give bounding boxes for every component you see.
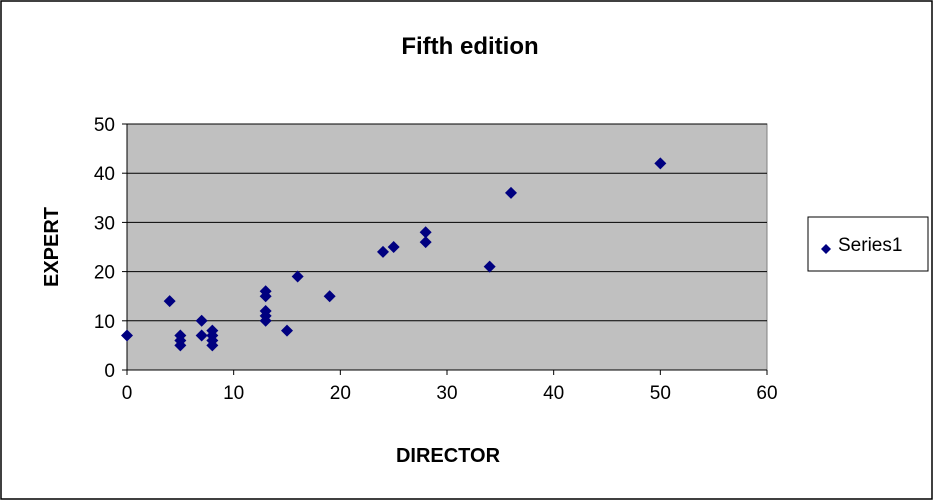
y-tick-label: 50 bbox=[94, 115, 115, 136]
data-point bbox=[259, 290, 272, 303]
x-tick-label: 30 bbox=[436, 383, 457, 404]
data-point bbox=[387, 241, 400, 253]
data-point bbox=[259, 314, 272, 327]
y-tick-label: 10 bbox=[94, 312, 115, 333]
y-tick-label: 20 bbox=[94, 263, 115, 284]
data-point bbox=[323, 290, 336, 303]
x-tick-label: 0 bbox=[122, 383, 133, 404]
x-tick-label: 60 bbox=[756, 383, 777, 404]
data-point bbox=[281, 324, 293, 337]
data-point bbox=[291, 270, 304, 283]
data-point bbox=[195, 314, 208, 327]
legend-diamond-icon bbox=[821, 244, 831, 254]
y-tick-label: 0 bbox=[104, 361, 115, 382]
data-point bbox=[483, 260, 496, 273]
data-point bbox=[419, 236, 432, 249]
x-tick-label: 40 bbox=[543, 383, 564, 404]
tick-labels: 0 10 20 30 40 50 60 0 10 20 30 40 50 bbox=[94, 115, 778, 404]
x-tick-label: 20 bbox=[330, 383, 351, 404]
gridlines bbox=[127, 123, 767, 322]
data-point bbox=[505, 186, 517, 199]
data-points bbox=[121, 157, 667, 352]
data-point bbox=[121, 329, 133, 342]
legend-box bbox=[807, 216, 929, 272]
data-point bbox=[206, 339, 219, 352]
data-point bbox=[195, 329, 208, 342]
chart-title: Fifth edition bbox=[401, 33, 538, 60]
data-point bbox=[377, 245, 389, 258]
x-tick-label: 10 bbox=[223, 383, 244, 404]
legend: Series1 bbox=[807, 216, 929, 272]
data-point bbox=[174, 339, 187, 352]
axes bbox=[122, 123, 768, 375]
y-axis-title: EXPERT bbox=[41, 207, 63, 287]
x-tick-label: 50 bbox=[650, 383, 671, 404]
data-point bbox=[163, 295, 176, 308]
y-tick-label: 30 bbox=[94, 213, 115, 234]
x-axis-title: DIRECTOR bbox=[396, 445, 501, 467]
data-point bbox=[654, 157, 667, 170]
legend-label: Series1 bbox=[838, 235, 902, 256]
y-tick-label: 40 bbox=[94, 164, 115, 185]
plot-area bbox=[126, 123, 768, 371]
data-point bbox=[419, 226, 432, 239]
